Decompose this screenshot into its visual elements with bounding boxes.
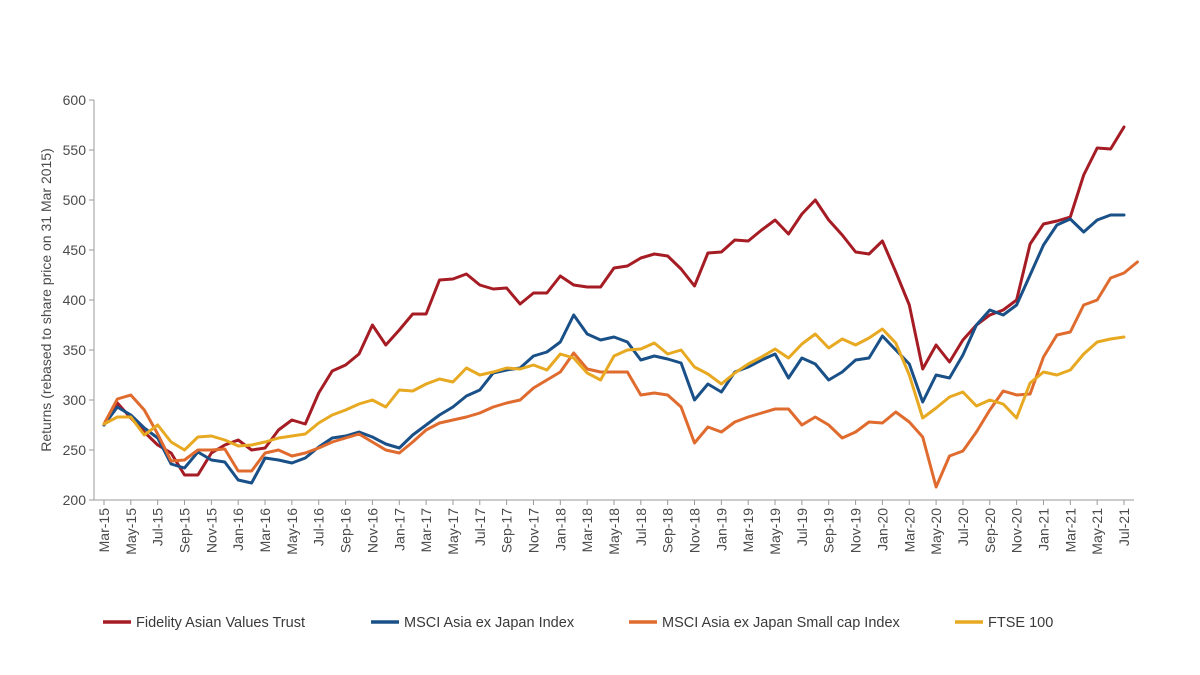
x-tick-label: Jan-19	[713, 508, 729, 551]
y-tick-label: 500	[63, 192, 87, 208]
series-line-fidelity-asian-values-trust	[102, 125, 1126, 477]
series-lines	[102, 125, 1139, 489]
legend-label: MSCI Asia ex Japan Small cap Index	[662, 615, 901, 631]
y-tick-label: 300	[63, 392, 87, 408]
x-tick-label: Jan-16	[230, 508, 246, 551]
x-tick-label: Sep-15	[177, 508, 193, 553]
x-tick-label: Sep-20	[982, 508, 998, 553]
x-tick-label: Mar-19	[740, 508, 756, 553]
legend-label: Fidelity Asian Values Trust	[136, 615, 305, 631]
x-tick-label: Nov-16	[364, 508, 380, 553]
y-tick-label: 200	[63, 492, 87, 508]
x-tick-label: Mar-18	[579, 508, 595, 553]
x-tick-label: Mar-20	[901, 508, 917, 553]
x-tick-label: Jan-18	[552, 508, 568, 551]
y-tick-label: 250	[63, 442, 87, 458]
x-tick-label: Jul-21	[1116, 508, 1132, 546]
x-tick-label: May-20	[928, 508, 944, 555]
x-tick-label: Jan-20	[874, 508, 890, 551]
x-tick-label: Mar-17	[418, 508, 434, 553]
x-tick-label: Jan-21	[1035, 508, 1051, 551]
x-tick-label: Jul-19	[794, 508, 810, 546]
y-tick-label: 600	[63, 92, 87, 108]
x-tick-label: Mar-15	[96, 508, 112, 553]
axes	[89, 99, 1134, 505]
legend-label: MSCI Asia ex Japan Index	[404, 615, 575, 631]
x-tick-label: Nov-17	[525, 508, 541, 553]
x-tick-label: May-15	[123, 508, 139, 555]
x-tick-label: Jul-20	[955, 508, 971, 546]
y-tick-label: 550	[63, 142, 87, 158]
x-tick-label: May-21	[1089, 508, 1105, 555]
x-tick-label: Mar-16	[257, 508, 273, 553]
x-tick-label: Nov-19	[848, 508, 864, 553]
x-tick-label: Nov-18	[687, 508, 703, 553]
y-tick-label: 400	[63, 292, 87, 308]
y-axis-tick-labels: 200 250 300 350 400 450 500 550 600	[63, 92, 87, 508]
y-tick-label: 350	[63, 342, 87, 358]
x-tick-label: Jul-18	[633, 508, 649, 546]
x-tick-label: Mar-21	[1062, 508, 1078, 553]
x-tick-label: Jul-16	[311, 508, 327, 546]
x-tick-label: Sep-19	[821, 508, 837, 553]
x-tick-label: Jul-15	[150, 508, 166, 546]
x-tick-label: May-19	[767, 508, 783, 555]
y-axis-title: Returns (rebased to share price on 31 Ma…	[38, 148, 54, 452]
x-axis-tick-labels: Mar-15 May-15 Jul-15 Sep-15 Nov-15 Jan-16 Mar-…	[96, 508, 1132, 555]
x-tick-label: Sep-18	[660, 508, 676, 553]
x-tick-label: Jan-17	[391, 508, 407, 551]
series-line-msci-asia-ex-japan-index	[102, 213, 1126, 485]
legend-label: FTSE 100	[988, 615, 1053, 631]
x-tick-label: Jul-17	[472, 508, 488, 546]
x-tick-label: May-16	[284, 508, 300, 555]
x-tick-label: Nov-20	[1009, 508, 1025, 553]
x-tick-label: Sep-17	[499, 508, 515, 553]
series-line-ftse-100	[102, 327, 1126, 452]
x-tick-label: Nov-15	[203, 508, 219, 553]
series-line-msci-asia-ex-japan-small-cap-index	[102, 260, 1139, 489]
x-tick-label: May-18	[606, 508, 622, 555]
x-tick-label: May-17	[445, 508, 461, 555]
legend: Fidelity Asian Values Trust MSCI Asia ex …	[103, 615, 1053, 631]
x-tick-label: Sep-16	[338, 508, 354, 553]
y-tick-label: 450	[63, 242, 87, 258]
